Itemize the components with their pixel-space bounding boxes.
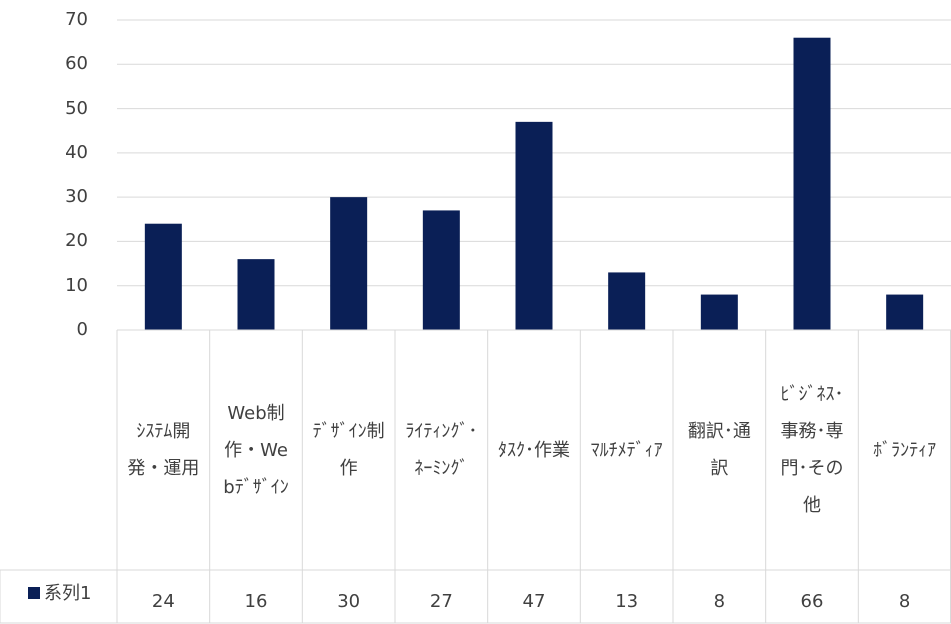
y-tick-label: 30 (65, 186, 88, 208)
x-tick-label: ﾀｽｸ･作業 (498, 439, 570, 461)
table-value: 27 (429, 591, 453, 612)
table-value: 16 (244, 591, 268, 612)
y-tick-label: 10 (65, 274, 88, 296)
x-tick-label: ﾋﾞｼﾞﾈｽ･事務･専門･その他 (780, 384, 844, 516)
legend-swatch (28, 587, 40, 599)
x-tick-label: Web制作・Webﾃﾞｻﾞｲﾝ (223, 402, 289, 498)
x-tick-label: 翻訳･通訳 (687, 421, 751, 479)
table-value: 13 (615, 591, 639, 612)
table-value: 47 (522, 591, 546, 612)
y-tick-label: 60 (65, 53, 88, 75)
table-value: 24 (151, 591, 175, 612)
bar (886, 294, 924, 330)
table-value: 66 (800, 591, 824, 612)
y-tick-label: 0 (76, 319, 88, 340)
x-tick-label: ﾎﾞﾗﾝﾃｨｱ (873, 439, 937, 461)
bar (515, 121, 553, 330)
legend-label: 系列1 (44, 583, 92, 604)
x-tick-label: ﾃﾞｻﾞｲﾝ制作 (312, 421, 385, 479)
table-value: 8 (898, 591, 911, 612)
x-tick-label: ﾏﾙﾁﾒﾃﾞｨｱ (590, 439, 663, 461)
y-tick-label: 40 (65, 141, 88, 163)
y-tick-label: 20 (65, 230, 88, 252)
bar (330, 197, 368, 330)
y-tick-label: 50 (65, 97, 88, 119)
x-tick-label: ｼｽﾃﾑ開発・運用 (127, 421, 200, 479)
y-tick-label: 70 (65, 9, 88, 30)
bar (608, 272, 646, 330)
bar (237, 259, 275, 330)
table-value: 30 (337, 591, 361, 612)
x-tick-label: ﾗｲﾃｨﾝｸﾞ･ﾈｰﾐﾝｸﾞ (405, 421, 478, 479)
bar (144, 223, 182, 330)
table-value: 8 (713, 591, 726, 612)
bar (700, 294, 738, 330)
bar (422, 210, 460, 330)
bar (793, 37, 831, 330)
